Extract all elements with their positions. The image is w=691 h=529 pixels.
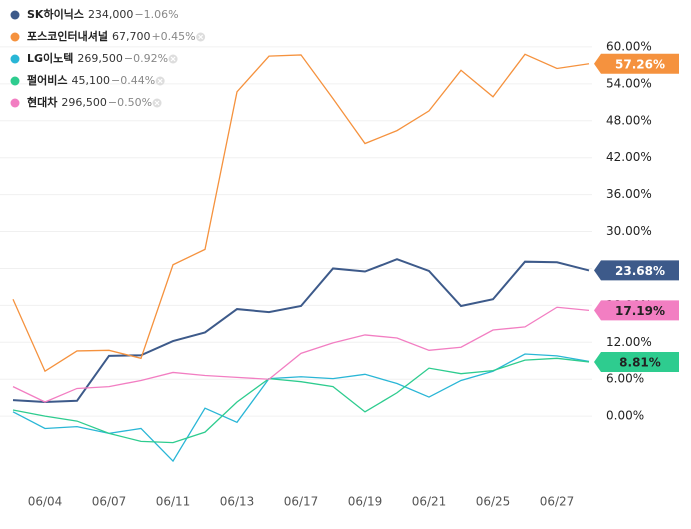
legend-name: 펄어비스 [27,73,67,87]
lines [12,53,590,463]
legend-dot [10,32,20,42]
y-tick-label: 30.00% [606,224,652,238]
legend-change: −0.92% [124,52,168,65]
x-tick-label: 06/21 [412,495,447,509]
grid: 0.00%6.00%12.00%18.00%24.00%30.00%36.00%… [0,39,652,509]
legend-dot [10,98,20,108]
end-label: 17.19% [615,304,665,318]
remove-icon[interactable] [198,34,204,40]
legend-price: 296,500 [61,96,107,109]
legend-entry: SK하이닉스 234,000−1.06% [27,7,179,21]
series-line [12,258,590,404]
end-labels: 23.68% 57.26% 8.81% 17.19% [594,53,679,372]
legend-change: +0.45% [151,30,195,43]
y-tick-label: 12.00% [606,335,652,349]
end-label-flag [594,351,679,372]
legend: SK하이닉스 234,000−1.06% 포스코인터내셔널 67,700+0.45% L… [10,7,206,109]
series-line [12,306,590,403]
end-label-flag [594,260,679,281]
y-tick-label: 60.00% [606,39,652,53]
remove-icon[interactable] [154,100,160,106]
legend-change: −0.44% [111,74,155,87]
legend-name: 포스코인터내셔널 [27,29,108,43]
remove-icon[interactable] [170,56,176,62]
x-tick-label: 06/04 [28,495,63,509]
legend-price: 269,500 [77,52,123,65]
legend-entry: 펄어비스 45,100−0.44% [27,73,155,87]
legend-entry: 현대차 296,500−0.50% [27,95,152,109]
legend-name: LG이노텍 [27,51,73,65]
x-tick-label: 06/25 [476,495,511,509]
y-tick-label: 42.00% [606,150,652,164]
series-line [12,357,590,444]
legend-change: −0.50% [108,96,152,109]
legend-name: SK하이닉스 [27,7,84,21]
x-tick-label: 06/19 [348,495,383,509]
x-tick-label: 06/13 [220,495,255,509]
end-label: 23.68% [615,264,665,278]
remove-icon[interactable] [157,78,163,84]
x-tick-label: 06/07 [92,495,127,509]
y-tick-label: 54.00% [606,76,652,90]
end-label: 57.26% [615,57,665,71]
end-label-flag [594,300,679,321]
legend-name: 현대차 [27,95,58,109]
y-tick-label: 36.00% [606,187,652,201]
x-tick-label: 06/11 [156,495,191,509]
y-tick-label: 6.00% [606,372,644,386]
legend-entry: LG이노텍 269,500−0.92% [27,51,168,65]
legend-dot [10,10,20,20]
x-tick-label: 06/17 [284,495,319,509]
legend-entry: 포스코인터내셔널 67,700+0.45% [27,29,196,43]
x-tick-label: 06/27 [540,495,575,509]
end-label: 8.81% [619,355,661,369]
legend-dot [10,76,20,86]
legend-price: 234,000 [88,8,134,21]
y-tick-label: 0.00% [606,409,644,423]
series-line [12,53,590,373]
y-tick-label: 48.00% [606,113,652,127]
legend-price: 45,100 [71,74,110,87]
legend-price: 67,700 [112,30,151,43]
legend-dot [10,54,20,64]
end-label-flag [594,53,679,74]
legend-change: −1.06% [134,8,178,21]
